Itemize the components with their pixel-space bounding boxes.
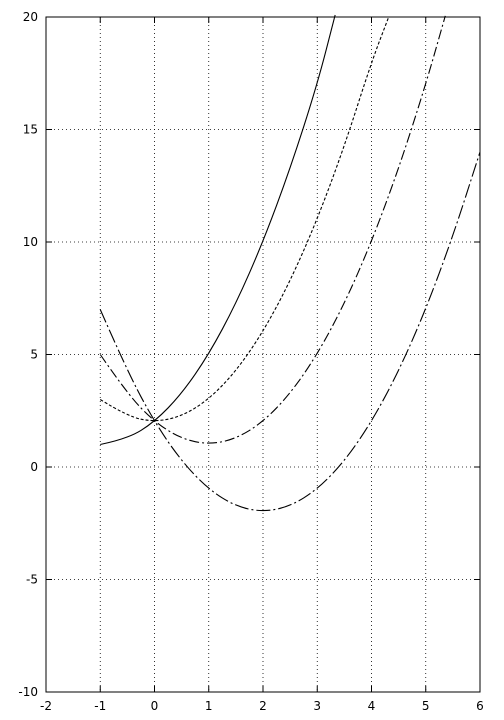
x-tick-label: 1 [205, 699, 213, 713]
series-3-line [99, 15, 446, 444]
y-tick-label: 20 [23, 10, 38, 24]
y-tick-label: 0 [30, 460, 38, 474]
y-tick-label: -10 [18, 685, 38, 699]
series-group [99, 14, 481, 512]
x-tick-label: 0 [151, 699, 159, 713]
y-tick-label: 10 [23, 235, 38, 249]
y-tick-label: 5 [30, 348, 38, 362]
grid [45, 16, 481, 693]
y-tick-label: 15 [23, 123, 38, 137]
series-4-line [99, 151, 481, 512]
x-tick-label: -1 [94, 699, 106, 713]
x-tick-label: 6 [476, 699, 484, 713]
x-tick-label: 5 [422, 699, 430, 713]
y-tick-label: -5 [26, 573, 38, 587]
x-tick-label: -2 [40, 699, 52, 713]
plot-frame [45, 16, 481, 693]
series-2-line [99, 16, 390, 422]
x-tick-label: 2 [259, 699, 267, 713]
x-tick-label: 3 [313, 699, 321, 713]
x-tick-label: 4 [368, 699, 376, 713]
series-1-line [100, 14, 336, 446]
